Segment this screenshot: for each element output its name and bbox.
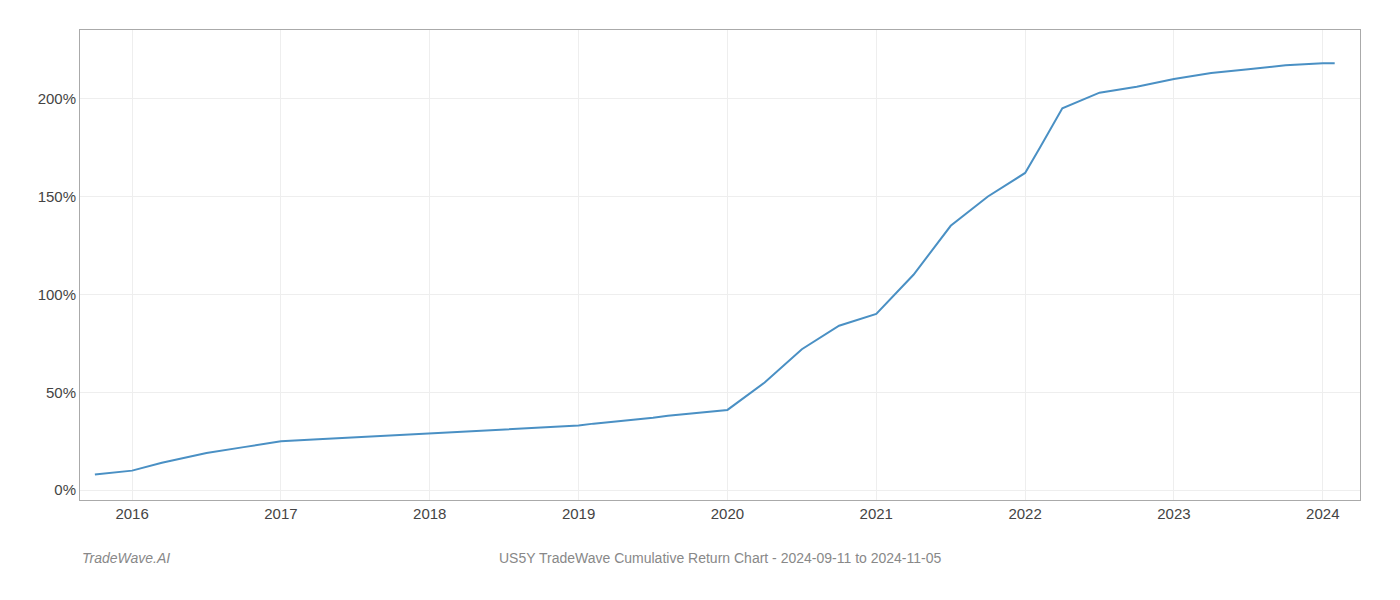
svg-text:2024: 2024 bbox=[1306, 505, 1339, 522]
svg-text:50%: 50% bbox=[46, 384, 76, 401]
svg-text:2022: 2022 bbox=[1008, 505, 1041, 522]
svg-text:2019: 2019 bbox=[562, 505, 595, 522]
svg-text:US5Y TradeWave Cumulative Retu: US5Y TradeWave Cumulative Return Chart -… bbox=[499, 550, 941, 566]
svg-text:0%: 0% bbox=[54, 481, 76, 498]
svg-text:2023: 2023 bbox=[1157, 505, 1190, 522]
svg-text:150%: 150% bbox=[38, 188, 76, 205]
svg-text:2020: 2020 bbox=[711, 505, 744, 522]
svg-text:TradeWave.AI: TradeWave.AI bbox=[82, 550, 170, 566]
svg-text:200%: 200% bbox=[38, 90, 76, 107]
svg-text:2017: 2017 bbox=[264, 505, 297, 522]
svg-text:2021: 2021 bbox=[860, 505, 893, 522]
svg-text:2018: 2018 bbox=[413, 505, 446, 522]
svg-text:2016: 2016 bbox=[115, 505, 148, 522]
svg-text:100%: 100% bbox=[38, 286, 76, 303]
